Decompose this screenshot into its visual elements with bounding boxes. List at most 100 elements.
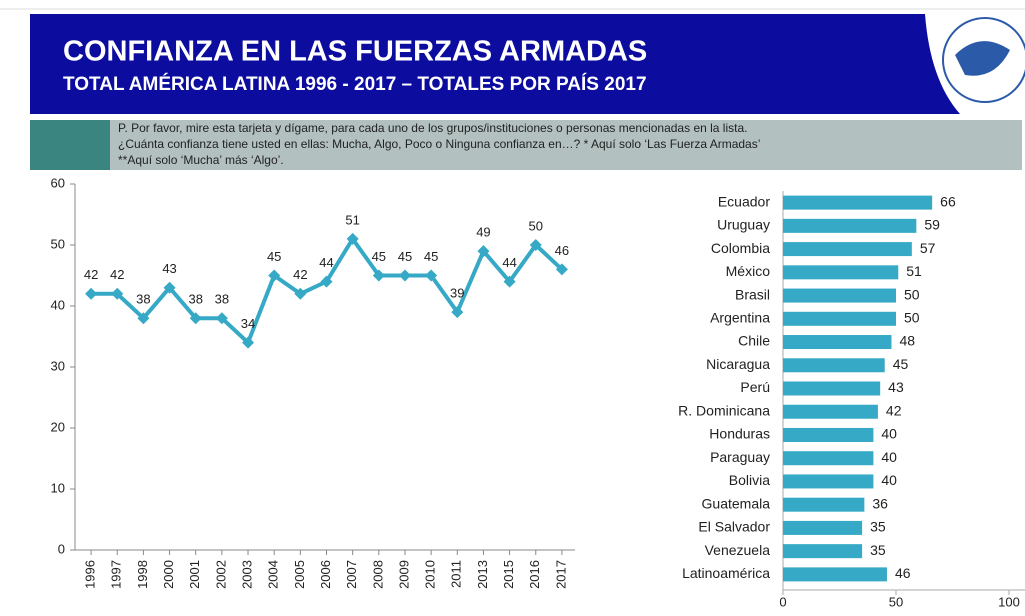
value-label: 38 — [188, 292, 202, 307]
bar — [783, 474, 874, 489]
value-label: 34 — [241, 316, 255, 331]
x-tick-label: 0 — [779, 594, 786, 609]
bar — [783, 381, 881, 396]
question-line: P. Por favor, mire esta tarjeta y dígame… — [118, 121, 747, 135]
y-tick-label: 30 — [51, 358, 65, 373]
x-tick-label: 2009 — [396, 560, 411, 589]
value-label: 35 — [870, 519, 886, 535]
y-tick-label: 0 — [58, 541, 65, 556]
x-tick-label: 2016 — [527, 560, 542, 589]
value-label: 40 — [881, 449, 897, 465]
value-label: 51 — [906, 263, 922, 279]
question-line: ¿Cuánta confianza tiene usted en ellas: … — [118, 137, 760, 151]
value-label: 35 — [870, 542, 886, 558]
x-tick-label: 2011 — [449, 560, 464, 588]
x-tick-label: 2001 — [187, 560, 202, 589]
category-label: Bolivia — [729, 472, 770, 488]
bar — [783, 358, 885, 373]
bar — [783, 451, 874, 466]
value-label: 43 — [162, 261, 176, 276]
y-tick-label: 20 — [51, 419, 65, 434]
bar — [783, 242, 912, 257]
value-label: 38 — [215, 292, 229, 307]
logo-map — [955, 41, 1010, 76]
marker — [451, 306, 464, 319]
value-label: 42 — [293, 267, 307, 282]
y-tick-label: 50 — [51, 236, 65, 251]
value-label: 45 — [893, 356, 909, 372]
x-tick-label: 2000 — [161, 560, 176, 589]
value-label: 57 — [920, 240, 936, 256]
value-label: 43 — [888, 379, 904, 395]
category-label: Latinoamérica — [682, 565, 770, 581]
bar — [783, 544, 863, 559]
x-tick-label: 2002 — [213, 560, 228, 589]
y-tick-label: 40 — [51, 297, 65, 312]
value-label: 50 — [904, 309, 920, 325]
category-label: México — [726, 263, 771, 279]
x-tick-label: 2017 — [553, 560, 568, 589]
value-label: 40 — [881, 472, 897, 488]
marker — [398, 269, 411, 282]
bar — [783, 218, 917, 233]
category-label: Chile — [738, 333, 770, 349]
x-tick-label: 2013 — [475, 560, 490, 589]
value-label: 46 — [895, 565, 911, 581]
x-tick-label: 2006 — [318, 560, 333, 589]
header-band — [30, 14, 1025, 114]
bar — [783, 288, 896, 303]
marker — [320, 275, 333, 288]
x-tick-label: 100 — [998, 594, 1020, 609]
bar — [783, 265, 899, 280]
x-tick-label: 1997 — [109, 560, 124, 589]
marker — [215, 312, 228, 325]
y-tick-label: 60 — [51, 175, 65, 190]
value-label: 45 — [398, 249, 412, 264]
value-label: 45 — [372, 249, 386, 264]
x-tick-label: 2003 — [239, 560, 254, 589]
marker — [111, 287, 124, 300]
bar — [783, 497, 865, 512]
category-label: Perú — [740, 379, 770, 395]
bar — [783, 404, 878, 419]
value-label: 66 — [940, 193, 956, 209]
value-label: 45 — [267, 249, 281, 264]
marker — [85, 287, 98, 300]
question-marker — [30, 120, 110, 170]
category-label: Uruguay — [717, 217, 770, 233]
marker — [477, 245, 490, 258]
question-line: **Aquí solo ‘Mucha’ más ‘Algo’. — [118, 153, 284, 167]
x-tick-label: 2008 — [370, 560, 385, 589]
marker — [346, 232, 359, 245]
title: CONFIANZA EN LAS FUERZAS ARMADAS — [63, 36, 647, 68]
category-label: El Salvador — [698, 519, 770, 535]
category-label: Nicaragua — [706, 356, 770, 372]
value-label: 38 — [136, 292, 150, 307]
y-tick-label: 10 — [51, 480, 65, 495]
x-tick-label: 2004 — [266, 560, 281, 589]
value-label: 40 — [881, 426, 897, 442]
value-label: 51 — [345, 212, 359, 227]
value-label: 48 — [899, 333, 915, 349]
question-box — [110, 120, 1022, 170]
marker — [425, 269, 438, 282]
marker — [529, 239, 542, 251]
subtitle: TOTAL AMÉRICA LATINA 1996 - 2017 – TOTAL… — [63, 73, 647, 95]
category-label: Brasil — [735, 286, 770, 302]
value-label: 36 — [872, 495, 888, 511]
bar — [783, 567, 887, 582]
bar — [783, 427, 874, 442]
x-tick-label: 2010 — [423, 560, 438, 589]
value-label: 42 — [84, 267, 98, 282]
category-label: Argentina — [710, 309, 770, 325]
value-label: 44 — [502, 255, 516, 270]
value-label: 50 — [529, 218, 543, 233]
value-label: 50 — [904, 286, 920, 302]
category-label: Guatemala — [702, 495, 771, 511]
marker — [189, 312, 202, 325]
bar — [783, 195, 933, 210]
bar — [783, 520, 863, 535]
value-label: 42 — [886, 402, 902, 418]
x-tick-label: 2005 — [292, 560, 307, 589]
